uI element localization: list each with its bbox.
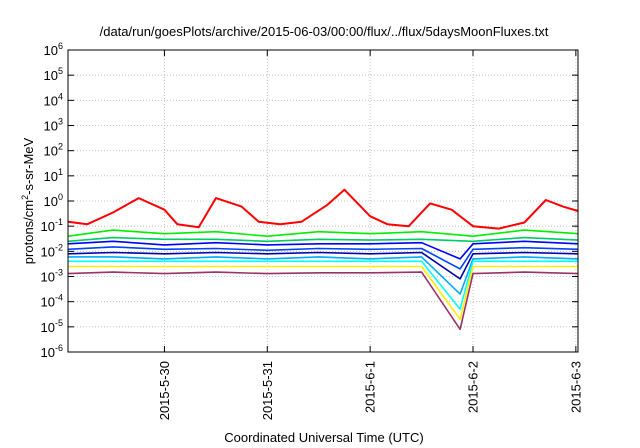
y-tick-label: 10-4	[41, 293, 63, 310]
y-tick-label: 104	[44, 91, 63, 108]
y-axis-label: protons/cm2-s-sr-MeV	[20, 137, 36, 264]
x-axis-ticks: 2015-5-30 2015-5-31 2015-6-1 2015-6-2 2015-6…	[157, 50, 583, 420]
series-line	[68, 265, 578, 321]
y-axis-label-main: protons/cm	[21, 200, 36, 264]
x-tick-label: 2015-6-2	[466, 361, 481, 413]
series-line	[67, 188, 579, 230]
series-line	[67, 246, 579, 270]
y-tick-label: 106	[44, 41, 63, 58]
series-line	[67, 240, 579, 260]
x-tick-label: 2015-6-1	[363, 361, 378, 413]
y-tick-label: 10-5	[41, 318, 63, 335]
y-tick-label: 10-2	[41, 242, 63, 259]
y-tick-label: 102	[44, 142, 63, 159]
series-line	[68, 256, 579, 295]
x-tick-label: 2015-5-31	[260, 361, 275, 420]
y-axis-ticks: 106 105 104 103 102 101 100 10-1 10-2 10-3 10-4 10-…	[41, 41, 578, 360]
y-tick-label: 10-1	[41, 217, 63, 234]
series-line	[67, 251, 579, 280]
series-line	[67, 229, 579, 237]
y-tick-label: 10-3	[41, 268, 63, 285]
chart-title: /data/run/goesPlots/archive/2015-06-03/0…	[100, 24, 549, 39]
y-tick-label: 10-6	[41, 343, 63, 360]
y-tick-label: 101	[44, 167, 63, 184]
y-tick-label: 100	[44, 192, 63, 209]
y-axis-label-exponent: 2	[20, 195, 30, 200]
series-line	[68, 260, 578, 311]
series-line	[67, 271, 579, 331]
series-line	[67, 236, 579, 243]
y-tick-label: 105	[44, 66, 63, 83]
y-tick-label: 103	[44, 117, 63, 134]
x-tick-label: 2015-5-30	[157, 361, 172, 420]
series-group	[67, 188, 579, 331]
x-tick-label: 2015-6-3	[568, 361, 583, 413]
x-axis-label: Coordinated Universal Time (UTC)	[224, 430, 423, 445]
y-axis-label-units: -s-sr-MeV	[21, 137, 36, 194]
